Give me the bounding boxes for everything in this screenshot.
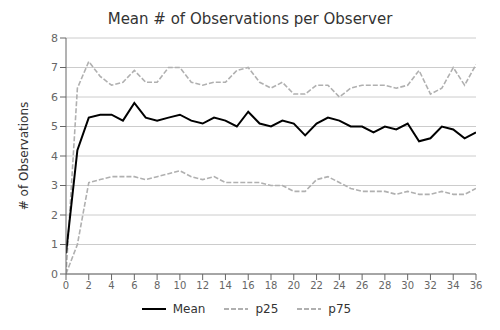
html-text:Mean # of Observations per Obs: Mean # of Observations per Observer: [107, 10, 393, 28]
html-text:p25: p25: [255, 302, 279, 316]
svg-text:8: 8: [154, 280, 160, 291]
svg-text:6: 6: [131, 280, 137, 291]
svg-text:26: 26: [356, 280, 369, 291]
svg-text:2: 2: [86, 280, 92, 291]
svg-text:28: 28: [379, 280, 392, 291]
svg-text:30: 30: [401, 280, 414, 291]
svg-text:7: 7: [51, 61, 58, 74]
html-text:Mean: Mean: [172, 302, 206, 316]
svg-text:12: 12: [196, 280, 209, 291]
svg-text:0: 0: [51, 268, 58, 281]
svg-text:34: 34: [447, 280, 460, 291]
svg-text:20: 20: [287, 280, 300, 291]
svg-text:18: 18: [265, 280, 278, 291]
svg-text:8: 8: [51, 32, 58, 45]
svg-text:5: 5: [51, 120, 58, 133]
svg-text:3: 3: [51, 179, 58, 192]
svg-text:22: 22: [310, 280, 323, 291]
svg-text:4: 4: [108, 280, 114, 291]
svg-text:0: 0: [63, 280, 69, 291]
svg-text:4: 4: [51, 150, 58, 163]
svg-text:6: 6: [51, 91, 58, 104]
svg-text:36: 36: [470, 280, 483, 291]
svg-text:24: 24: [333, 280, 346, 291]
svg-text:32: 32: [424, 280, 437, 291]
svg-text:10: 10: [174, 280, 187, 291]
html-text:p75: p75: [328, 302, 352, 316]
svg-text:16: 16: [242, 280, 255, 291]
svg-text:1: 1: [51, 238, 58, 251]
svg-text:# of Observations: # of Observations: [17, 102, 31, 211]
svg-text:2: 2: [51, 209, 58, 222]
svg-text:14: 14: [219, 280, 232, 291]
